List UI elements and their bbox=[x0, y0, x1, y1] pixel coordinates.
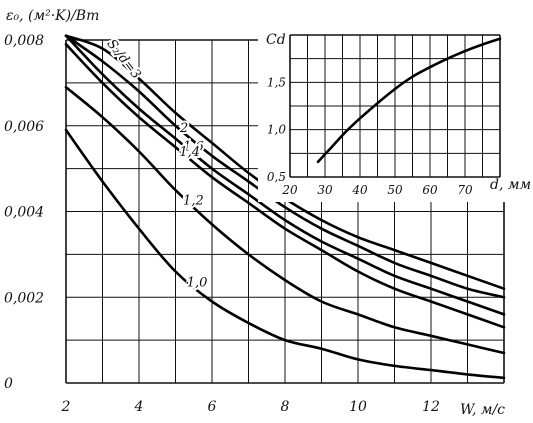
main-x-tick-6: 6 bbox=[208, 399, 217, 415]
inset-y-tick-1-5: 1,5 bbox=[267, 75, 286, 89]
curve-label-1-2: 1,2 bbox=[183, 194, 204, 209]
main-y-axis-label: ε₀, (м²·K)/Вт bbox=[6, 8, 99, 24]
inset-x-tick-70: 70 bbox=[457, 183, 473, 197]
main-x-tick-4: 4 bbox=[134, 399, 144, 415]
inset-x-tick-labels: 20 30 40 50 60 70 bbox=[281, 183, 473, 197]
series-line-1-4 bbox=[64, 43, 506, 329]
main-y-tick-0-008: 0,008 bbox=[4, 33, 44, 49]
inset-x-tick-30: 30 bbox=[317, 183, 333, 197]
inset-x-tick-50: 50 bbox=[387, 183, 403, 197]
series-line-1-0 bbox=[64, 128, 506, 380]
inset-y-tick-0-5: 0,5 bbox=[267, 170, 286, 184]
main-y-tick-0: 0 bbox=[4, 376, 13, 392]
main-x-axis-label: W, м/с bbox=[460, 402, 505, 418]
curve-label-2: 2 bbox=[179, 121, 188, 136]
main-curves bbox=[64, 34, 506, 380]
curve-label-s-d-3: S₂/d=3 bbox=[103, 37, 143, 82]
main-x-tick-12: 12 bbox=[422, 399, 440, 415]
inset-x-tick-20: 20 bbox=[281, 183, 298, 197]
inset-x-axis-label: d, мм bbox=[490, 177, 531, 193]
series-line-2 bbox=[64, 34, 506, 299]
inset-y-tick-1-0: 1,0 bbox=[267, 123, 286, 137]
curve-label-1-0: 1,0 bbox=[187, 276, 208, 291]
main-y-tick-labels: 0 0,002 0,004 0,006 0,008 bbox=[4, 33, 44, 392]
main-y-tick-0-006: 0,006 bbox=[4, 119, 44, 135]
inset-x-tick-40: 40 bbox=[351, 183, 368, 197]
inset-y-tick-labels: 0,5 1,0 1,5 bbox=[267, 75, 286, 184]
curve-label-1-4: 1,4 bbox=[179, 145, 200, 160]
main-y-tick-0-004: 0,004 bbox=[4, 205, 44, 221]
inset-grid bbox=[289, 34, 501, 178]
inset-curve bbox=[316, 37, 502, 164]
inset-series-line bbox=[316, 37, 502, 164]
main-x-tick-8: 8 bbox=[281, 399, 290, 415]
main-y-tick-0-002: 0,002 bbox=[4, 290, 44, 306]
series-line-1-2 bbox=[64, 85, 506, 355]
main-x-tick-10: 10 bbox=[349, 399, 367, 415]
curve-label-1-6: 1,6 bbox=[183, 140, 204, 155]
inset-x-tick-60: 60 bbox=[422, 183, 438, 197]
main-x-tick-labels: 2 4 6 8 10 12 bbox=[61, 399, 440, 415]
main-x-tick-2: 2 bbox=[61, 399, 71, 415]
inset-background bbox=[258, 26, 508, 202]
inset-y-axis-label: Cd bbox=[266, 32, 286, 48]
series-line-1-6 bbox=[64, 34, 506, 316]
